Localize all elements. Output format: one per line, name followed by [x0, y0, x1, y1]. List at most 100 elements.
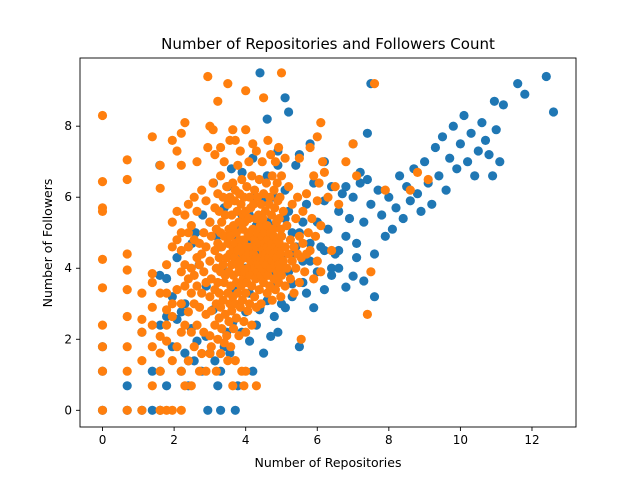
scatter-point — [122, 249, 132, 259]
scatter-point — [269, 311, 279, 322]
scatter-point — [344, 213, 355, 224]
y-tick-label: 2 — [64, 332, 72, 346]
scatter-point — [147, 405, 157, 415]
scatter-point — [137, 314, 147, 324]
scatter-point — [305, 142, 315, 153]
scatter-point — [316, 221, 326, 231]
scatter-point — [172, 206, 182, 216]
scatter-point — [541, 71, 551, 82]
scatter-point — [452, 164, 462, 174]
x-tick-label: 10 — [453, 433, 468, 447]
scatter-point — [266, 331, 276, 341]
y-tick-label: 0 — [64, 403, 72, 417]
scatter-point — [155, 160, 165, 170]
x-tick-label: 4 — [242, 433, 250, 447]
scatter-point — [289, 242, 299, 252]
scatter-point — [312, 132, 322, 142]
scatter-point — [162, 288, 172, 298]
scatter-point — [423, 174, 433, 185]
scatter-point — [244, 213, 254, 224]
scatter-point — [122, 381, 132, 391]
scatter-point — [273, 327, 283, 337]
scatter-point — [147, 269, 157, 279]
scatter-point — [280, 281, 290, 291]
scatter-point — [247, 281, 257, 291]
scatter-point — [405, 185, 415, 195]
scatter-point — [176, 128, 186, 138]
scatter-point — [341, 182, 351, 192]
scatter-point — [369, 249, 380, 259]
scatter-point — [319, 245, 329, 256]
scatter-point — [230, 405, 240, 415]
scatter-point — [275, 263, 285, 273]
scatter-point — [278, 256, 288, 266]
scatter-point — [334, 263, 344, 273]
scatter-point — [172, 253, 182, 263]
scatter-point — [284, 249, 294, 259]
scatter-point — [416, 206, 426, 216]
scatter-point — [276, 292, 286, 302]
scatter-point — [319, 285, 329, 295]
scatter-point — [192, 320, 202, 330]
scatter-point — [216, 348, 226, 359]
scatter-point — [241, 288, 251, 298]
scatter-point — [495, 157, 505, 167]
scatter-point — [362, 128, 372, 138]
scatter-point — [216, 405, 226, 415]
scatter-point — [180, 118, 190, 128]
scatter-point — [430, 142, 440, 153]
scatter-point — [147, 277, 157, 288]
scatter-point — [473, 146, 483, 156]
scatter-point — [172, 146, 182, 156]
scatter-point — [183, 356, 193, 366]
scatter-point — [192, 157, 202, 167]
scatter-point — [251, 381, 261, 391]
scatter-point — [155, 331, 165, 341]
scatter-point — [373, 185, 383, 195]
x-tick-label: 8 — [385, 433, 393, 447]
scatter-point — [236, 199, 246, 209]
scatter-point — [255, 221, 265, 231]
scatter-point — [309, 303, 319, 313]
scatter-point — [334, 199, 344, 209]
scatter-point — [362, 174, 372, 185]
scatter-point — [387, 224, 397, 234]
scatter-point — [323, 224, 333, 234]
scatter-point — [405, 196, 415, 206]
scatter-point — [208, 178, 218, 188]
scatter-point — [167, 242, 177, 252]
scatter-point — [233, 288, 243, 298]
scatter-point — [384, 192, 394, 202]
scatter-point — [222, 331, 232, 341]
scatter-point — [245, 192, 255, 202]
scatter-point — [455, 139, 465, 149]
scatter-point — [275, 192, 285, 202]
scatter-point — [380, 185, 390, 195]
scatter-point — [197, 348, 207, 359]
scatter-point — [203, 142, 213, 153]
scatter-point — [258, 213, 268, 224]
scatter-point — [162, 320, 172, 330]
scatter-point — [230, 356, 240, 366]
scatter-point — [305, 256, 315, 266]
scatter-point — [162, 381, 172, 391]
scatter-point — [327, 245, 337, 256]
scatter-point — [488, 171, 498, 181]
scatter-point — [147, 381, 157, 391]
scatter-point — [301, 189, 312, 199]
scatter-point — [289, 288, 299, 298]
scatter-point — [480, 135, 491, 145]
scatter-point — [194, 366, 205, 376]
scatter-point — [470, 171, 480, 181]
scatter-point — [189, 192, 199, 202]
scatter-point — [448, 121, 458, 131]
scatter-point — [243, 306, 253, 316]
scatter-point — [298, 238, 308, 248]
scatter-point — [167, 405, 177, 415]
scatter-point — [245, 299, 255, 309]
scatter-point — [237, 167, 247, 177]
scatter-point — [218, 295, 228, 305]
scatter-point — [191, 228, 201, 238]
scatter-point — [262, 288, 272, 298]
scatter-point — [218, 192, 228, 202]
